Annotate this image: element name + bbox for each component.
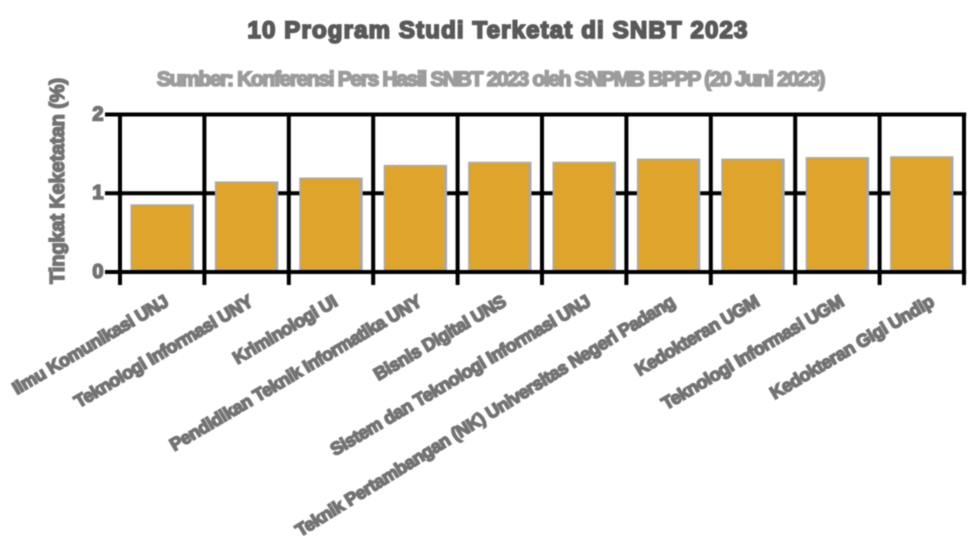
svg-text:10 Program Studi Terketat di S: 10 Program Studi Terketat di SNBT 2023 — [247, 17, 748, 44]
svg-text:Tingkat Keketatan (%): Tingkat Keketatan (%) — [47, 78, 69, 284]
svg-text:0: 0 — [92, 261, 103, 283]
svg-text:Sumber: Konferensi Pers Hasil: Sumber: Konferensi Pers Hasil SNBT 2023 … — [157, 68, 825, 91]
svg-text:1: 1 — [92, 182, 103, 204]
svg-text:2: 2 — [92, 103, 103, 125]
